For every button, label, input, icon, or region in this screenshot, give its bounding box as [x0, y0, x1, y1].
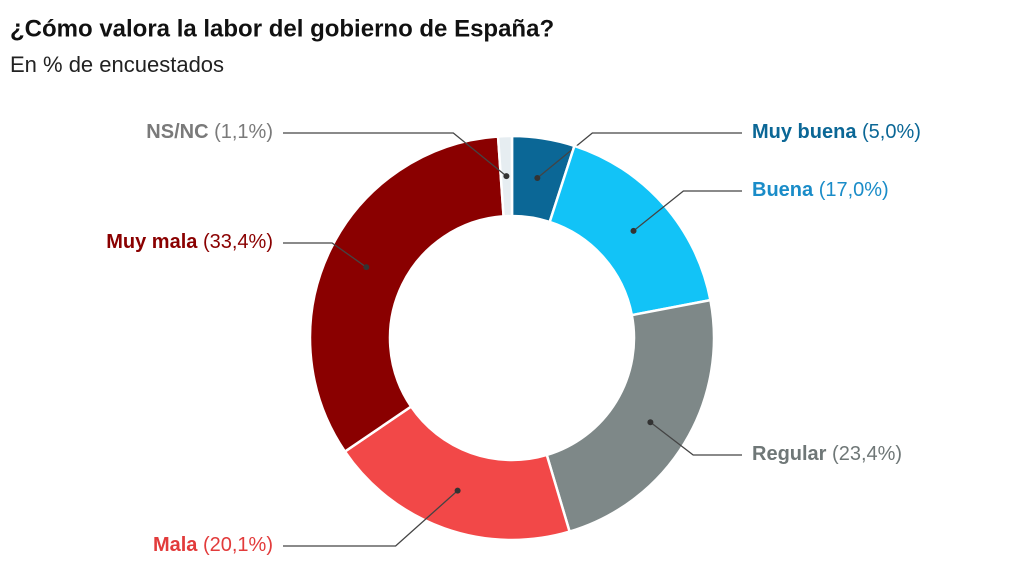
- segment-label: Muy buena (5,0%): [752, 121, 921, 143]
- segment-label: Regular (23,4%): [752, 443, 902, 465]
- chart-subtitle: En % de encuestados: [10, 52, 224, 77]
- category-label: NS/NC: [146, 121, 208, 143]
- segment-label: Mala (20,1%): [153, 534, 273, 556]
- value-label: (1,1%): [214, 121, 273, 143]
- category-label: Mala: [153, 534, 198, 556]
- chart-title: ¿Cómo valora la labor del gobierno de Es…: [10, 15, 554, 42]
- leader-line: [283, 242, 367, 268]
- leader-dot: [630, 227, 637, 234]
- category-label: Regular: [752, 443, 827, 465]
- leader-line: [536, 132, 742, 179]
- leader-line: [633, 190, 742, 232]
- donut-segment: [308, 135, 505, 454]
- leader-line: [649, 421, 742, 456]
- donut-segment: [545, 298, 716, 534]
- category-label: Muy mala: [106, 231, 198, 253]
- donut-segment: [343, 404, 572, 542]
- leader-dot: [647, 419, 654, 426]
- value-label: (20,1%): [203, 534, 273, 556]
- segment-label: Buena (17,0%): [752, 179, 889, 201]
- donut-segment: [548, 144, 712, 317]
- segment-label: NS/NC (1,1%): [146, 121, 273, 143]
- category-label: Muy buena: [752, 121, 857, 143]
- leader-line: [283, 132, 507, 177]
- category-label: Buena: [752, 179, 814, 201]
- value-label: (5,0%): [862, 121, 921, 143]
- leader-dot: [363, 264, 370, 271]
- leader-dot: [503, 173, 510, 180]
- leader-line: [283, 490, 459, 547]
- leader-dot: [534, 174, 541, 181]
- value-label: (33,4%): [203, 231, 273, 253]
- value-label: (17,0%): [819, 179, 889, 201]
- value-label: (23,4%): [832, 443, 902, 465]
- segment-label: Muy mala (33,4%): [106, 231, 273, 253]
- leader-dot: [454, 487, 461, 494]
